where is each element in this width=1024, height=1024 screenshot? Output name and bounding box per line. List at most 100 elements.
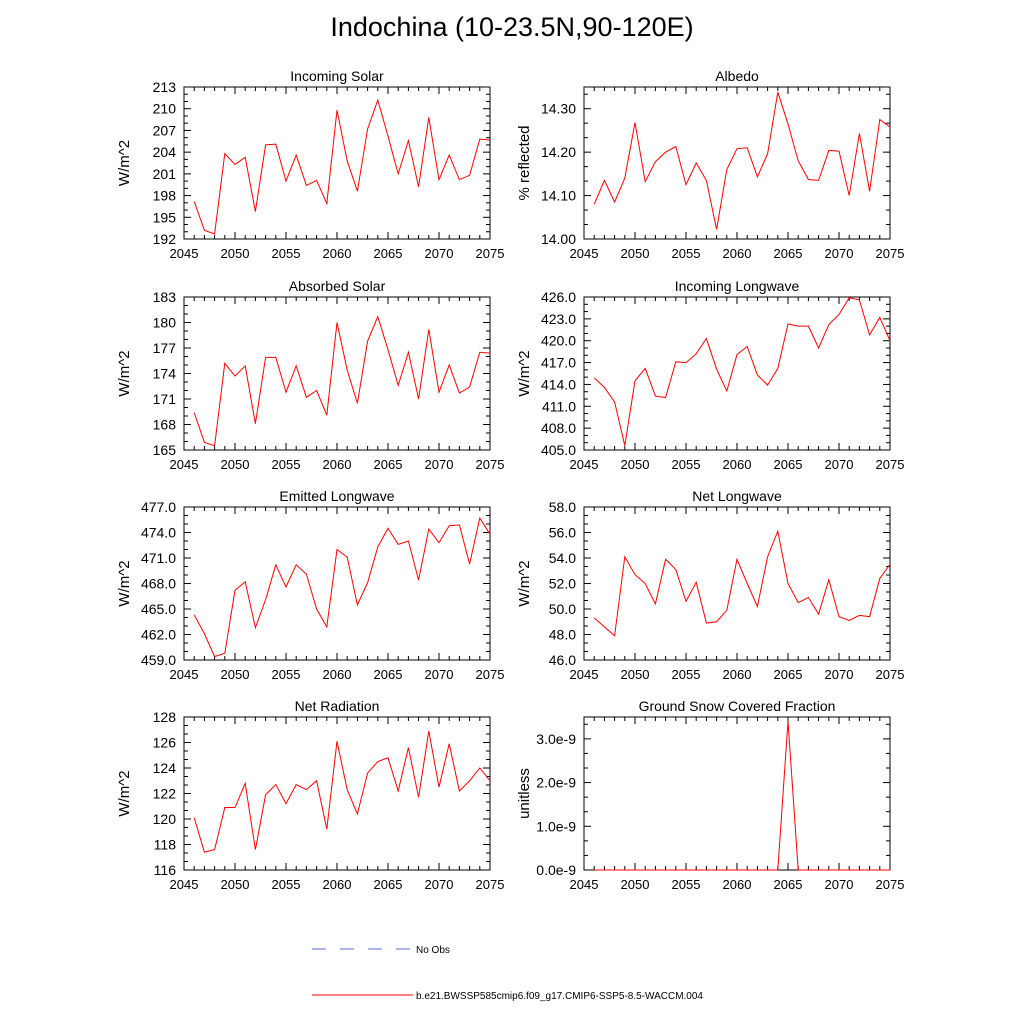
y-tick-label: 213 xyxy=(153,79,177,95)
series-line xyxy=(193,98,491,235)
y-tick-label: 177 xyxy=(153,340,177,356)
series-line xyxy=(593,529,891,637)
y-tick-label: 180 xyxy=(153,315,177,331)
legend-obs-label: No Obs xyxy=(416,945,450,956)
y-tick-label: 174 xyxy=(153,366,177,382)
x-tick-label: 2050 xyxy=(621,877,650,892)
x-tick-label: 2050 xyxy=(621,457,650,472)
y-tick-label: 471.0 xyxy=(141,550,176,566)
panel-incoming-longwave: Incoming Longwave W/m^2 2045 2050 2055 2060 20… xyxy=(516,278,904,472)
x-tick-label: 2055 xyxy=(672,246,701,261)
plot-frame xyxy=(183,506,491,661)
x-tick-label: 2070 xyxy=(825,457,854,472)
y-axis-label: % reflected xyxy=(516,125,533,200)
y-tick-label: 411.0 xyxy=(542,398,576,414)
x-tick-label: 2055 xyxy=(672,667,701,682)
panel-title: Albedo xyxy=(715,68,759,84)
y-tick-label: 405.0 xyxy=(541,442,576,458)
y-tick-label: 408.0 xyxy=(541,420,576,436)
y-tick-label: 183 xyxy=(153,289,177,305)
x-tick-label: 2050 xyxy=(221,877,250,892)
x-tick-label: 2065 xyxy=(774,246,803,261)
y-tick-label: 116 xyxy=(154,862,177,878)
y-tick-label: 468.0 xyxy=(141,576,176,592)
x-tick-label: 2045 xyxy=(570,246,599,261)
x-tick-label: 2055 xyxy=(272,246,301,261)
panel-emitted-longwave: Emitted Longwave W/m^2 2045 2050 2055 2060 206… xyxy=(116,488,504,682)
x-tick-label: 2075 xyxy=(876,667,905,682)
panel-title: Ground Snow Covered Fraction xyxy=(639,698,836,714)
y-tick-label: 168 xyxy=(153,417,177,433)
y-tick-label: 128 xyxy=(153,709,177,725)
x-tick-label: 2065 xyxy=(374,457,403,472)
panel-incoming-solar: Incoming Solar W/m^2 2045 2050 2055 2060 2065 2… xyxy=(116,68,504,261)
y-axis-label: W/m^2 xyxy=(116,140,133,186)
plot-frame xyxy=(583,506,891,661)
x-tick-label: 2075 xyxy=(476,667,505,682)
x-tick-label: 2050 xyxy=(221,667,250,682)
y-tick-label: 14.10 xyxy=(541,188,576,204)
x-tick-label: 2055 xyxy=(672,877,701,892)
x-tick-label: 2060 xyxy=(723,457,752,472)
y-tick-label: 46.0 xyxy=(549,652,576,668)
panel-title: Incoming Longwave xyxy=(675,278,800,294)
y-tick-label: 50.0 xyxy=(549,601,576,617)
y-axis-label: W/m^2 xyxy=(116,350,133,396)
y-tick-label: 204 xyxy=(153,144,177,160)
x-tick-label: 2075 xyxy=(476,457,505,472)
y-tick-label: 124 xyxy=(153,760,177,776)
y-tick-label: 14.00 xyxy=(541,231,576,247)
x-tick-label: 2050 xyxy=(221,246,250,261)
x-tick-label: 2070 xyxy=(425,667,454,682)
y-tick-label: 52.0 xyxy=(549,576,576,592)
x-tick-label: 2060 xyxy=(723,667,752,682)
panel-net-radiation: Net Radiation W/m^2 2045 2050 2055 2060 2065 20… xyxy=(116,698,504,892)
panel-net-longwave: Net Longwave W/m^2 2045 2050 2055 2060 2065 207… xyxy=(516,488,904,682)
x-tick-label: 2055 xyxy=(272,667,301,682)
y-axis-label: W/m^2 xyxy=(116,560,133,606)
y-tick-label: 474.0 xyxy=(141,525,176,541)
y-tick-label: 14.30 xyxy=(541,101,576,117)
plot-frame xyxy=(583,86,891,240)
y-tick-label: 122 xyxy=(153,786,177,802)
x-tick-label: 2060 xyxy=(323,667,352,682)
x-tick-label: 2075 xyxy=(476,246,505,261)
x-tick-label: 2070 xyxy=(425,877,454,892)
x-tick-label: 2045 xyxy=(170,667,199,682)
x-tick-label: 2045 xyxy=(570,667,599,682)
x-tick-label: 2070 xyxy=(825,877,854,892)
y-axis-label: unitless xyxy=(516,768,533,819)
panel-absorbed-solar: Absorbed Solar W/m^2 2045 2050 2055 2060 2065 2… xyxy=(116,278,504,472)
x-tick-label: 2045 xyxy=(170,246,199,261)
x-tick-label: 2055 xyxy=(672,457,701,472)
plot-frame xyxy=(183,86,491,240)
y-tick-label: 171 xyxy=(153,391,177,407)
x-tick-label: 2045 xyxy=(570,877,599,892)
legend: No Obs b.e21.BWSSP585cmip6.f09_g17.CMIP6… xyxy=(312,945,703,1002)
y-tick-label: 3.0e-9 xyxy=(536,731,576,747)
series-line xyxy=(193,730,491,853)
panel-title: Net Radiation xyxy=(295,698,380,714)
x-tick-label: 2065 xyxy=(374,877,403,892)
x-tick-label: 2075 xyxy=(876,877,905,892)
x-tick-label: 2070 xyxy=(825,667,854,682)
y-tick-label: 2.0e-9 xyxy=(536,775,576,791)
y-tick-label: 120 xyxy=(153,811,177,827)
plot-frame xyxy=(583,296,891,451)
series-line xyxy=(593,92,891,230)
figure-title: Indochina (10-23.5N,90-120E) xyxy=(330,12,694,42)
y-tick-label: 0.0e-9 xyxy=(536,862,576,878)
x-tick-label: 2070 xyxy=(825,246,854,261)
y-tick-label: 126 xyxy=(153,735,177,751)
x-tick-label: 2065 xyxy=(374,246,403,261)
panel-ground-snow-covered-fraction: Ground Snow Covered Fraction unitless 2045… xyxy=(516,698,904,892)
y-tick-label: 207 xyxy=(153,122,177,138)
x-tick-label: 2055 xyxy=(272,457,301,472)
x-tick-label: 2055 xyxy=(272,877,301,892)
x-tick-label: 2070 xyxy=(425,457,454,472)
x-tick-label: 2075 xyxy=(876,246,905,261)
legend-model-label: b.e21.BWSSP585cmip6.f09_g17.CMIP6-SSP5-8… xyxy=(416,991,703,1002)
y-tick-label: 477.0 xyxy=(141,499,176,515)
x-tick-label: 2060 xyxy=(723,877,752,892)
x-tick-label: 2060 xyxy=(723,246,752,261)
